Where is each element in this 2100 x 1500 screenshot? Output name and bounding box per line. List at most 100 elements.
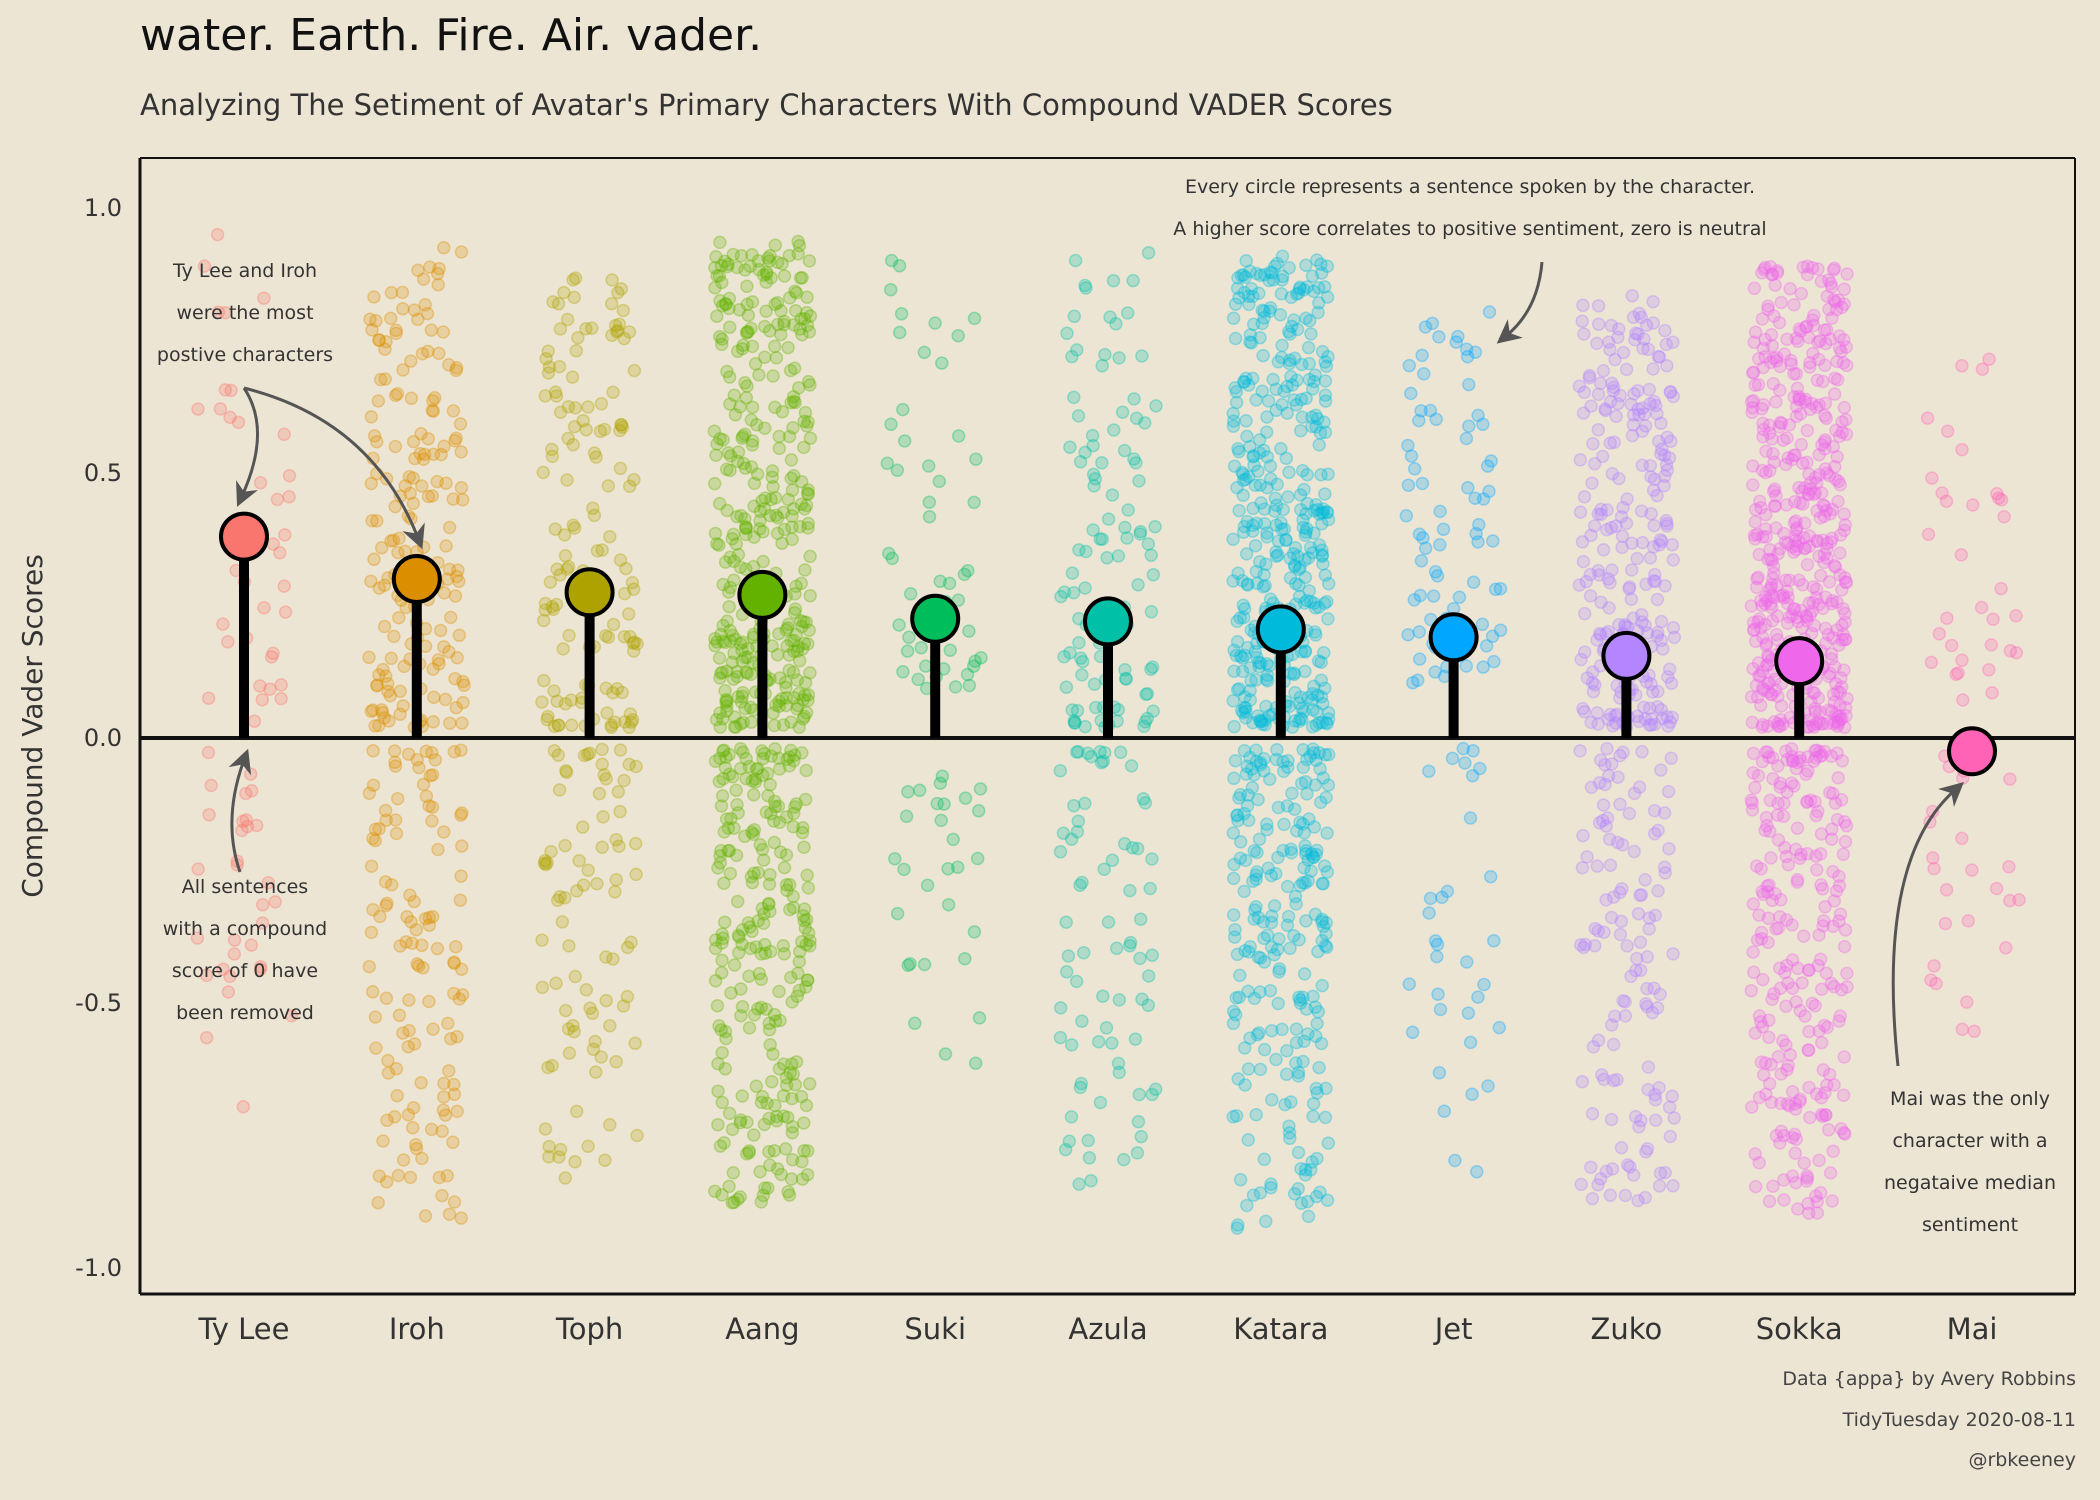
- sentence-point: [455, 839, 469, 853]
- sentence-point: [752, 522, 767, 536]
- sentence-point: [1305, 720, 1320, 734]
- sentence-point: [1766, 751, 1780, 765]
- sentence-point: [1309, 1189, 1324, 1204]
- sentence-point: [377, 619, 392, 634]
- sentence-point: [726, 247, 740, 262]
- sentence-point: [1261, 394, 1276, 408]
- sentence-point: [629, 867, 643, 882]
- sentence-point: [391, 545, 405, 560]
- sentence-point: [1264, 1180, 1278, 1195]
- sentence-point: [1321, 706, 1336, 720]
- sentence-point: [1320, 865, 1335, 879]
- sentence-point: [613, 461, 628, 476]
- sentence-point: [364, 704, 378, 719]
- sentence-point: [755, 1089, 770, 1104]
- sentence-point: [769, 1109, 784, 1124]
- sentence-point: [1624, 592, 1639, 606]
- sentence-point: [1831, 494, 1845, 509]
- sentence-point: [621, 607, 636, 621]
- sentence-point: [1926, 851, 1940, 865]
- sentence-point: [803, 588, 817, 603]
- sentence-point: [729, 783, 743, 798]
- sentence-point: [715, 332, 729, 346]
- sentence-point: [1233, 835, 1248, 849]
- sentence-point: [1318, 747, 1332, 762]
- sentence-point: [722, 747, 736, 762]
- sentence-point: [783, 1066, 797, 1080]
- sentence-point: [1814, 1035, 1829, 1050]
- sentence-point: [707, 424, 722, 438]
- sentence-point: [1794, 286, 1809, 301]
- sentence-point: [772, 694, 786, 708]
- sentence-point: [922, 495, 937, 509]
- sentence-point: [449, 939, 463, 954]
- sentence-point: [1827, 261, 1842, 276]
- sentence-point: [1748, 378, 1762, 392]
- sentence-point: [787, 318, 801, 332]
- sentence-point: [412, 760, 426, 775]
- sentence-point: [757, 350, 772, 364]
- sentence-point: [802, 254, 817, 268]
- sentence-point: [1924, 655, 1939, 670]
- sentence-point: [1422, 906, 1436, 920]
- sentence-point: [768, 238, 783, 252]
- sentence-point: [1071, 814, 1086, 828]
- sentence-point: [376, 1134, 390, 1148]
- sentence-point: [1263, 265, 1277, 280]
- sentence-point: [380, 1113, 394, 1128]
- sentence-point: [1746, 478, 1760, 492]
- sentence-point: [772, 1062, 787, 1076]
- sentence-point: [1263, 592, 1278, 606]
- sentence-point: [892, 325, 907, 340]
- sentence-point: [1306, 989, 1320, 1004]
- sentence-point: [1284, 846, 1299, 860]
- sentence-point: [1065, 703, 1079, 717]
- sentence-point: [1319, 927, 1333, 941]
- sentence-point: [599, 772, 613, 786]
- sentence-point: [367, 290, 381, 304]
- sentence-point: [1661, 784, 1676, 799]
- sentence-point: [413, 446, 427, 461]
- sentence-point: [780, 752, 794, 767]
- sentence-point: [1647, 981, 1661, 995]
- sentence-point: [1839, 427, 1854, 442]
- sentence-point: [1643, 458, 1658, 473]
- sentence-point: [1255, 717, 1270, 732]
- sentence-point: [1259, 817, 1274, 831]
- sentence-point: [1287, 666, 1301, 680]
- sentence-point: [707, 476, 722, 491]
- sentence-point: [418, 298, 432, 312]
- sentence-point: [723, 449, 738, 463]
- sentence-point: [368, 833, 383, 848]
- sentence-point: [1773, 910, 1787, 924]
- sentence-point: [597, 422, 612, 437]
- sentence-point: [604, 720, 619, 735]
- sentence-point: [1315, 978, 1329, 993]
- sentence-point: [779, 878, 794, 892]
- sentence-point: [564, 693, 578, 707]
- sentence-point: [970, 851, 985, 866]
- sentence-point: [1236, 525, 1251, 539]
- sentence-point: [782, 878, 797, 892]
- sentence-point: [786, 806, 801, 821]
- sentence-point: [577, 748, 592, 763]
- sentence-point: [1288, 576, 1303, 591]
- sentence-point: [1576, 701, 1590, 716]
- sentence-point: [752, 262, 766, 277]
- sentence-point: [1310, 1016, 1324, 1031]
- sentence-point: [1129, 411, 1144, 426]
- sentence-point: [914, 640, 928, 655]
- sentence-point: [562, 1046, 577, 1060]
- sentence-point: [721, 585, 736, 599]
- sentence-point: [1292, 589, 1307, 604]
- sentence-point: [1233, 851, 1248, 865]
- sentence-point: [1314, 655, 1328, 669]
- sentence-point: [437, 586, 451, 600]
- sentence-point: [1284, 290, 1298, 305]
- sentence-point: [1458, 756, 1472, 770]
- sentence-point: [414, 427, 428, 441]
- sentence-point: [1280, 406, 1295, 420]
- sentence-point: [388, 755, 402, 770]
- sentence-point: [553, 405, 568, 419]
- sentence-point: [402, 1023, 416, 1038]
